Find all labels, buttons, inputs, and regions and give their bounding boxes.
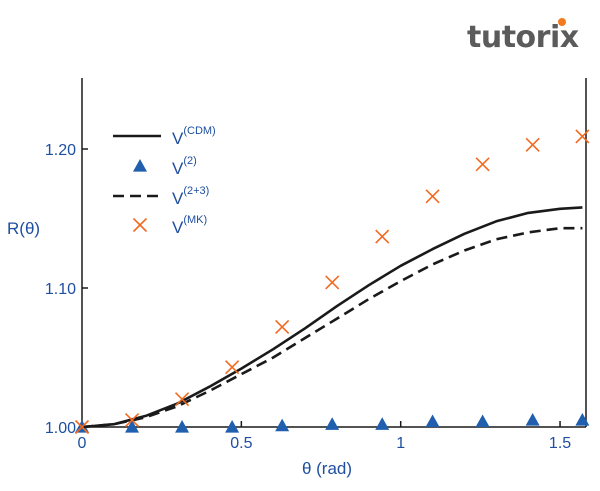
series-mk-point <box>425 189 440 204</box>
series-2-point <box>325 417 340 430</box>
series-mk-point <box>74 419 90 435</box>
series-23 <box>81 226 583 429</box>
series-mk-point <box>175 392 190 407</box>
series-mk-point <box>575 129 590 144</box>
series-mk-point-stroke <box>225 360 240 375</box>
y-tick-label: 1.10 <box>45 281 76 298</box>
series-mk-point-stroke <box>375 229 390 244</box>
series-23-line <box>81 226 583 429</box>
legend-item-cdm: V(CDM) <box>113 125 216 148</box>
series-mk-point-stroke <box>475 157 490 172</box>
legend-item-cdm-label: V(CDM) <box>172 125 216 148</box>
legend-item-2: V(2) <box>133 155 197 178</box>
series-2-point <box>575 413 590 426</box>
x-axis-ticks: 0 0.5 1 1.5 <box>78 421 571 452</box>
series-mk-point-stroke <box>175 392 190 407</box>
series-mk-point <box>525 137 540 152</box>
series-mk-point-stroke <box>124 412 140 428</box>
series-mk-point-stroke <box>325 275 340 290</box>
y-axis-label: R(θ) <box>7 219 40 238</box>
legend-item-23: V(2+3) <box>113 185 209 208</box>
series-mk-point-stroke <box>425 189 440 204</box>
series-cdm <box>81 206 583 429</box>
y-tick-label: 1.20 <box>45 142 76 159</box>
series-mk-point-stroke <box>74 419 90 435</box>
x-tick-label: 0.5 <box>230 435 252 452</box>
y-axis-ticks: 1.00 1.10 1.20 <box>45 142 88 437</box>
x-axis-label: θ (rad) <box>302 459 352 478</box>
series-cdm-line <box>81 206 583 429</box>
series-mk-point-stroke <box>275 319 290 334</box>
series-mk <box>74 129 590 435</box>
legend-item-2-label: V(2) <box>172 155 197 178</box>
series-mk-point <box>225 360 240 375</box>
series-2-point <box>225 420 240 433</box>
x-tick-label: 1 <box>396 435 405 452</box>
legend-item-23-label: V(2+3) <box>172 185 209 208</box>
series-mk-point-stroke <box>525 137 540 152</box>
series-mk-point <box>375 229 390 244</box>
series-2-point <box>375 417 390 430</box>
series-mk-point <box>475 157 490 172</box>
legend-item-mk-swatch <box>132 217 148 233</box>
legend-item-mk-label: V(MK) <box>172 214 207 237</box>
series-mk-point-stroke <box>575 129 590 144</box>
plot-area: 0 0.5 1 1.5 1.00 1.10 1.20 θ (rad) R(θ) <box>7 78 587 478</box>
x-tick-label: 1.5 <box>549 435 571 452</box>
legend-item-2-swatch <box>133 159 147 172</box>
y-tick-label: 1.00 <box>45 420 76 437</box>
series-2-point <box>275 418 290 432</box>
tutorix-logo: tutorix <box>467 18 579 55</box>
series-2-point <box>125 420 140 433</box>
series-2-point <box>525 413 540 426</box>
logo-text: tutorix <box>467 20 579 55</box>
logo-accent-dot <box>558 18 566 26</box>
series-layer <box>74 129 590 435</box>
series-mk-point <box>124 412 140 428</box>
series-2-point <box>425 414 440 428</box>
series-mk-point <box>275 319 290 334</box>
series-2-point <box>175 420 190 433</box>
x-tick-label: 0 <box>78 435 87 452</box>
series-mk-point <box>325 275 340 290</box>
legend: V(CDM) V(2) V(2+3) V(MK) <box>113 125 216 237</box>
series-2-point <box>475 414 490 428</box>
legend-item-mk: V(MK) <box>132 214 207 237</box>
legend-item-mk-swatch-stroke <box>132 217 148 233</box>
